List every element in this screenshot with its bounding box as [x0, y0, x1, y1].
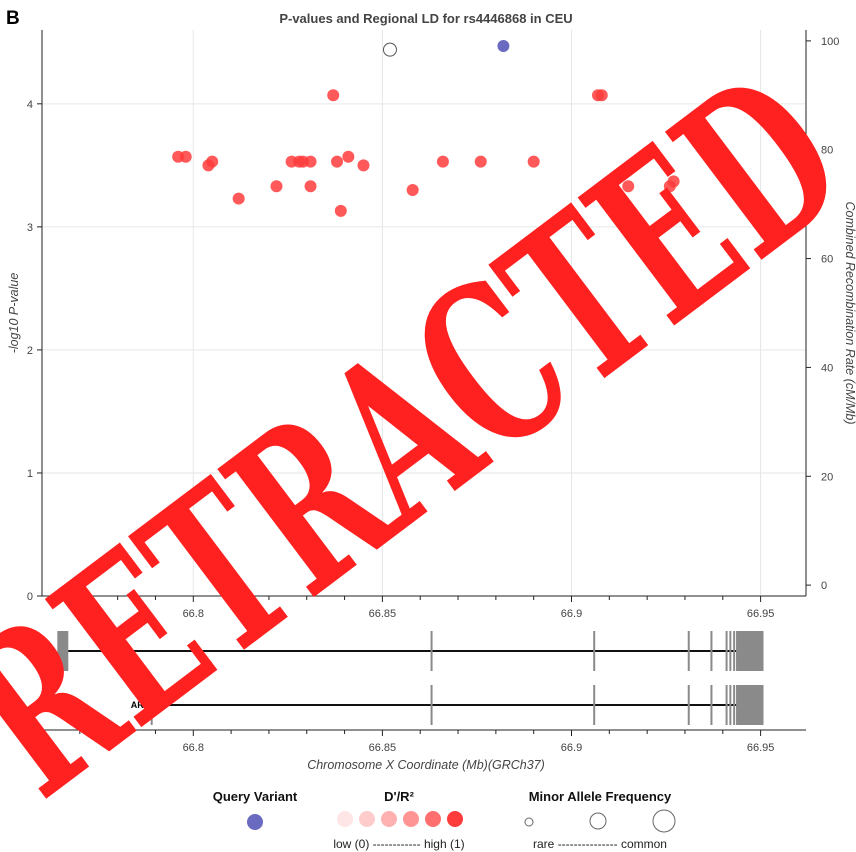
snp-point	[206, 156, 218, 168]
legend-ld-caption: low (0) ------------ high (1)	[333, 837, 464, 851]
snp-point	[305, 180, 317, 192]
legend-maf-title: Minor Allele Frequency	[529, 789, 672, 804]
legend-ld-swatch	[381, 811, 397, 827]
snp-point	[475, 156, 487, 168]
snp-point	[180, 151, 192, 163]
x-tick-label: 66.85	[369, 742, 397, 754]
retracted-watermark: RETRACTED	[0, 24, 856, 845]
legend-ld-title: D'/R²	[384, 789, 414, 804]
snp-point	[233, 193, 245, 205]
snp-point	[407, 184, 419, 196]
y2-tick-label: 20	[821, 471, 833, 483]
legend-ld-swatches	[337, 811, 463, 827]
gene-exon	[710, 685, 712, 725]
snp-point	[357, 159, 369, 171]
gene-exon	[733, 685, 735, 725]
y-tick-label: 3	[27, 222, 33, 234]
x-tick-label: 66.95	[747, 608, 775, 620]
legend-query-swatch	[247, 814, 263, 830]
snp-point	[270, 180, 282, 192]
y2-tick-label: 100	[821, 36, 839, 48]
gene-exon	[431, 631, 433, 671]
legend: Query Variant D'/R² low (0) ------------…	[213, 789, 675, 851]
legend-maf-caption: rare --------------- common	[533, 837, 667, 851]
y-tick-label: 4	[27, 99, 33, 111]
snp-point	[331, 156, 343, 168]
watermark-text: RETRACTED	[0, 24, 856, 845]
gene-exon	[729, 631, 731, 671]
legend-maf-common	[653, 810, 675, 832]
snp-point-open	[383, 43, 396, 56]
snp-point	[437, 156, 449, 168]
y-tick-label: 1	[27, 468, 33, 480]
legend-ld-swatch	[447, 811, 463, 827]
y2-tick-label: 0	[821, 580, 827, 592]
gene-utr-block	[736, 631, 763, 671]
legend-query-title: Query Variant	[213, 789, 298, 804]
gene-exon	[710, 631, 712, 671]
query-variant-point	[497, 40, 509, 52]
gene-exon	[688, 631, 690, 671]
snp-point	[305, 156, 317, 168]
gene-exon	[431, 685, 433, 725]
snp-point	[528, 156, 540, 168]
x-axis-label: Chromosome X Coordinate (Mb)(GRCh37)	[307, 758, 545, 772]
x-tick-label: 66.9	[561, 608, 582, 620]
gene-exon	[726, 631, 728, 671]
gene-exon	[593, 631, 595, 671]
y-tick-label: 2	[27, 345, 33, 357]
snp-point	[342, 151, 354, 163]
gene-exon	[733, 631, 735, 671]
chart-title: P-values and Regional LD for rs4446868 i…	[279, 11, 572, 26]
gene-exon	[726, 685, 728, 725]
legend-ld-swatch	[337, 811, 353, 827]
snp-point	[596, 89, 608, 101]
gene-utr-block	[736, 685, 763, 725]
y2-tick-label: 40	[821, 362, 833, 374]
legend-ld-swatch	[359, 811, 375, 827]
x-tick-label: 66.9	[561, 742, 582, 754]
gene-exon	[593, 685, 595, 725]
snp-point	[335, 205, 347, 217]
y-axis-label: -log10 P-value	[7, 273, 21, 354]
legend-maf-rare	[525, 818, 533, 826]
legend-ld-swatch	[403, 811, 419, 827]
legend-ld-swatch	[425, 811, 441, 827]
snp-point	[327, 89, 339, 101]
x-tick-label: 66.95	[747, 742, 775, 754]
gene-exon	[688, 685, 690, 725]
legend-maf-mid	[590, 813, 606, 829]
gene-exon	[729, 685, 731, 725]
panel-letter: B	[6, 8, 20, 29]
